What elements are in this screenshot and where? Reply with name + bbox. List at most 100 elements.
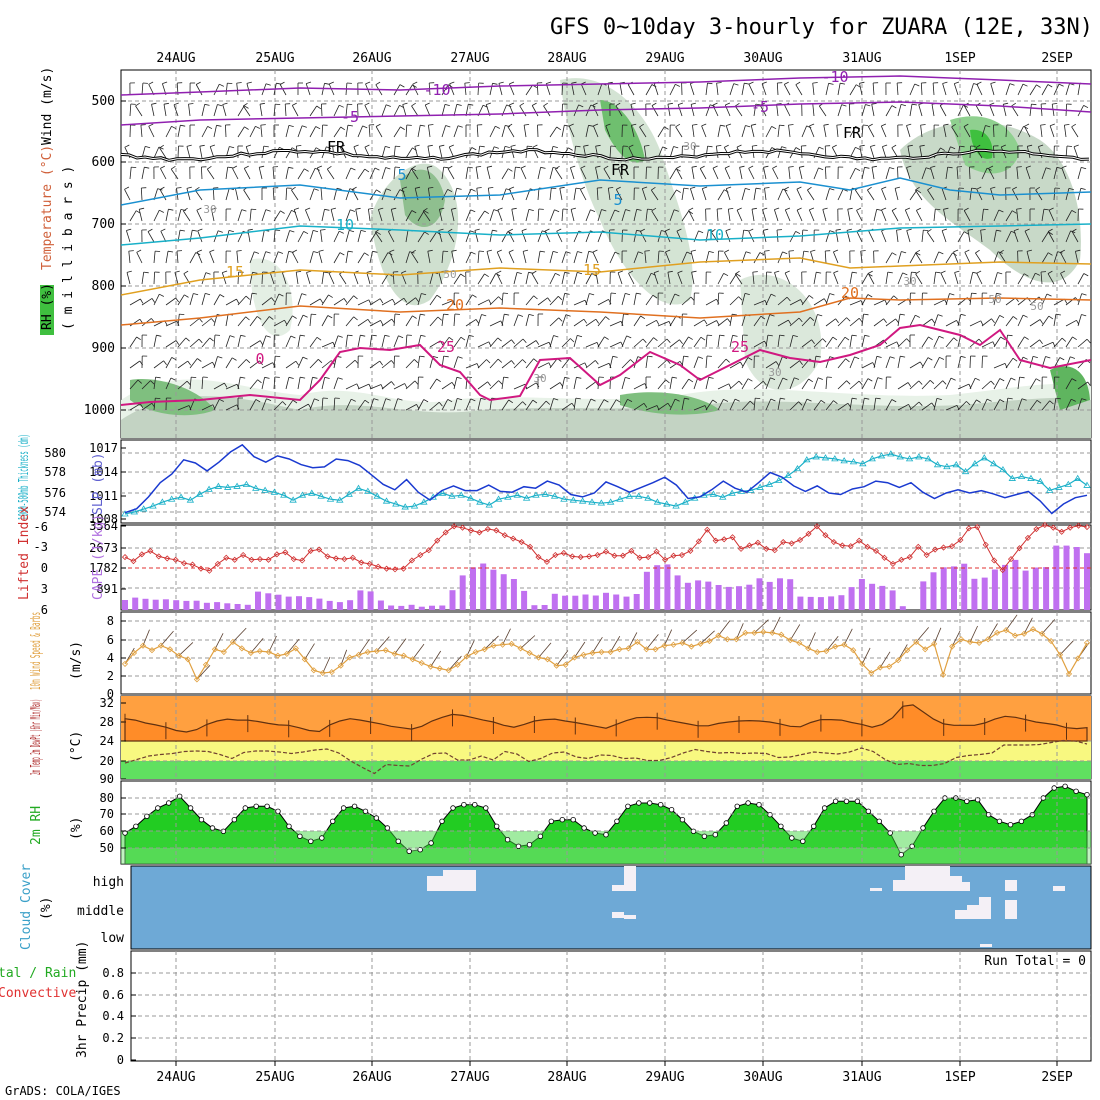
wind-barb-flag (183, 270, 189, 275)
wind-barb (285, 167, 289, 180)
wind-barb-flag (318, 359, 323, 364)
wind-barb-flag (394, 313, 401, 315)
wind-barb (963, 210, 971, 222)
thickness-point (280, 491, 288, 498)
wind-barb (836, 125, 839, 138)
wind-barb-flag (412, 315, 417, 319)
wind-barb-flag (647, 208, 653, 210)
wind-barb (525, 399, 534, 411)
wind-barb-flag (565, 251, 571, 254)
li-tick: 0 (41, 561, 48, 575)
wind-barb-flag (432, 356, 439, 359)
wind-barb (940, 272, 947, 285)
wind-barb (326, 168, 335, 180)
wind-barb (153, 251, 156, 264)
wind-barb-flag (935, 271, 941, 274)
wind-barb (153, 294, 160, 306)
wind-barb (489, 126, 496, 138)
wind-barb-flag (788, 166, 794, 168)
thickness-point (849, 458, 858, 465)
wind-barb (357, 318, 369, 327)
li-point (721, 536, 728, 543)
li-point (155, 553, 162, 560)
wind-barb-flag (479, 145, 485, 148)
wind-barb-flag (1048, 207, 1054, 211)
li-point (248, 556, 255, 563)
wind-barb-flag (179, 229, 185, 232)
wind-barb (693, 377, 699, 390)
wind-barb (1029, 319, 1041, 327)
wind-barb-flag (436, 294, 442, 299)
wind-barb-flag (732, 334, 738, 337)
thickness-point (1008, 474, 1016, 481)
wind-barb (953, 251, 959, 264)
wind-barb-flag (1057, 251, 1063, 254)
wind-barb (525, 295, 535, 306)
wind-barb-flag (614, 209, 620, 213)
wind-barb-flag (1013, 228, 1019, 232)
wind-barb (411, 168, 419, 180)
li-tick: -3 (34, 540, 48, 554)
wind-barb-flag (329, 81, 334, 85)
wind-barb (693, 319, 705, 327)
wind-barb-flag (763, 228, 769, 231)
wind-barb-flag (1035, 272, 1040, 276)
wind-barb-flag (148, 123, 154, 127)
wind-barb-flag (744, 82, 750, 85)
wind-barb-flag (795, 231, 801, 235)
wind-barb (580, 189, 587, 201)
wind-barb (369, 251, 373, 264)
wind-barb (963, 126, 971, 138)
wind-barb (867, 189, 875, 201)
wind10-barb (843, 628, 853, 645)
wind-barb-flag (564, 271, 570, 274)
wind-barb (904, 209, 911, 222)
wind-barb (258, 167, 263, 180)
wind-barb-flag (675, 83, 680, 87)
thickness-point (597, 499, 606, 506)
wind-barb-flag (552, 146, 558, 148)
wind-barb-flag (644, 145, 650, 147)
wind-barb-flag (891, 252, 897, 256)
wind-barb-flag (792, 335, 798, 337)
wind-barb-flag (371, 334, 377, 337)
wind-barb-flag (855, 125, 861, 129)
wind-barb-flag (673, 146, 679, 149)
wind10-point (931, 640, 938, 647)
wind-barb-flag (691, 165, 697, 168)
wind-barb-flag (676, 189, 681, 193)
rh-label: RH (%) (40, 283, 55, 330)
wind-barb-flag (688, 336, 693, 340)
wind-barb (1053, 314, 1057, 327)
wind-barb (741, 188, 746, 201)
wind-barb (141, 298, 153, 306)
rh2m-point (472, 802, 478, 808)
li-point (231, 556, 238, 563)
wind-barb (667, 272, 671, 285)
wind-barb-flag (236, 250, 242, 252)
li-point (130, 558, 137, 565)
wind-barb (597, 209, 602, 222)
wind-barb-flag (1016, 166, 1022, 168)
wind-barb (963, 105, 971, 117)
wind-barb-flag (590, 209, 596, 212)
wind-barb (776, 104, 779, 117)
wind10-point (517, 645, 524, 652)
wind-barb-flag (451, 382, 456, 387)
lifted-index-series (124, 524, 1088, 572)
wind-barb-flag (504, 313, 510, 316)
cape-bar (336, 602, 343, 610)
wind-barb-flag (906, 165, 912, 168)
wind-barb-flag (326, 146, 332, 149)
pressure-tick: 600 (92, 155, 115, 170)
wind-barb (1017, 398, 1023, 411)
wind-barb-flag (222, 270, 228, 273)
wind-barb (449, 83, 455, 96)
pressure-tick: 500 (92, 94, 115, 109)
wind-barb (752, 272, 755, 285)
wind-barb (788, 167, 791, 180)
wind10-point (454, 661, 461, 668)
wind-barb (489, 296, 499, 306)
wind-barb (477, 314, 482, 327)
wind-barb-flag (266, 398, 272, 401)
